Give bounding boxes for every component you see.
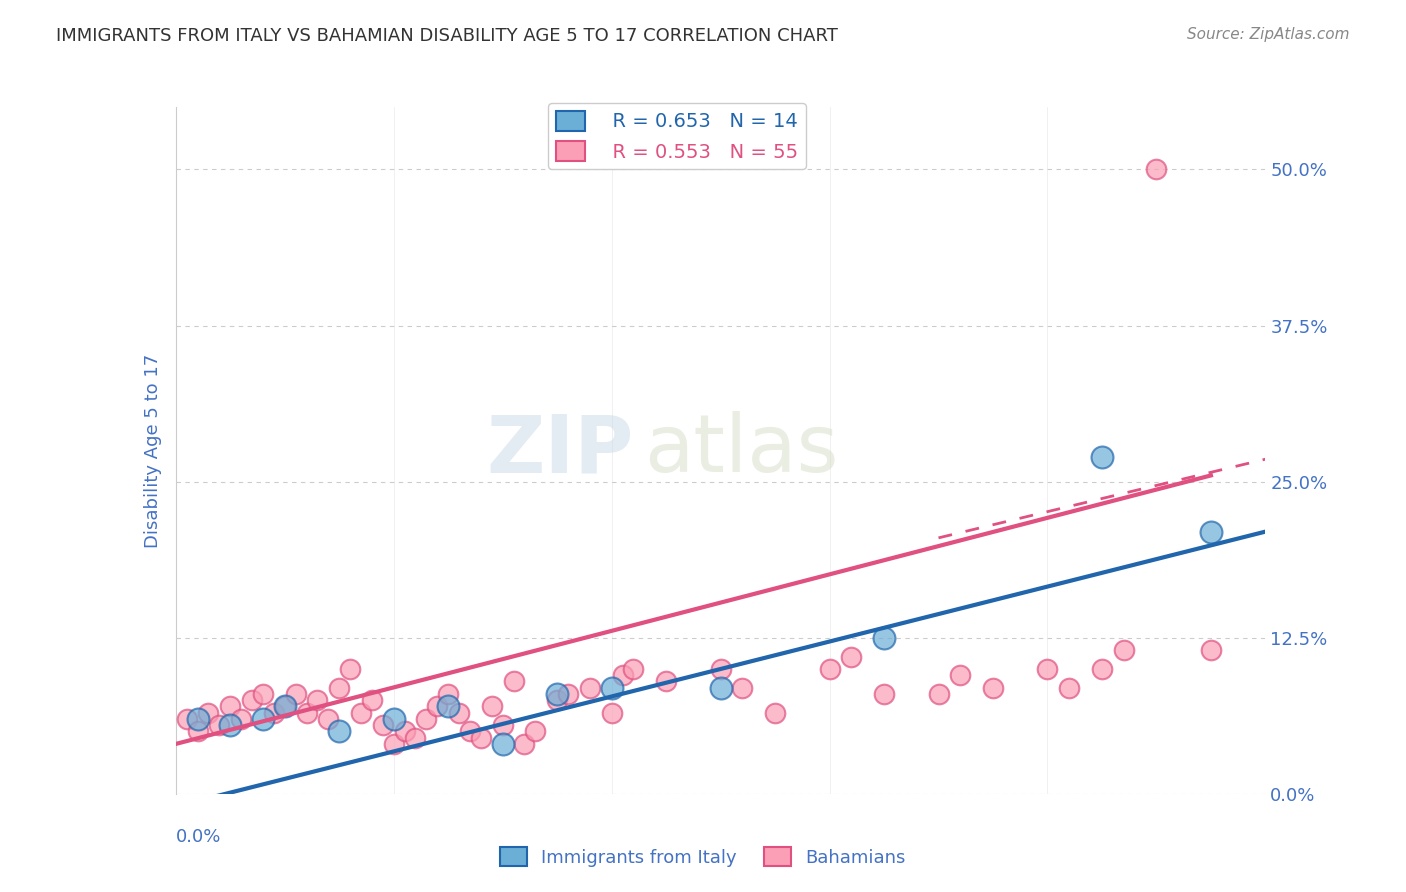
Point: [371, 718, 394, 732]
Point: [600, 681, 623, 695]
Point: [394, 724, 416, 739]
Point: [274, 699, 297, 714]
Point: [197, 706, 219, 720]
Point: [1144, 162, 1167, 177]
Point: [284, 687, 307, 701]
Point: [1199, 643, 1222, 657]
Point: [274, 699, 297, 714]
Point: [513, 737, 536, 751]
Point: [1091, 450, 1114, 464]
Text: 0.0%: 0.0%: [176, 828, 221, 847]
Point: [731, 681, 754, 695]
Point: [208, 718, 231, 732]
Point: [492, 737, 515, 751]
Point: [1036, 662, 1059, 676]
Point: [579, 681, 602, 695]
Point: [546, 693, 568, 707]
Point: [252, 687, 274, 701]
Point: [405, 731, 427, 745]
Point: [1112, 643, 1135, 657]
Point: [186, 724, 209, 739]
Point: [328, 724, 350, 739]
Legend: Immigrants from Italy, Bahamians: Immigrants from Italy, Bahamians: [492, 840, 914, 874]
Point: [612, 668, 634, 682]
Point: [339, 662, 361, 676]
Point: [447, 706, 470, 720]
Text: atlas: atlas: [644, 411, 838, 490]
Point: [470, 731, 492, 745]
Point: [382, 737, 405, 751]
Point: [295, 706, 318, 720]
Text: Source: ZipAtlas.com: Source: ZipAtlas.com: [1187, 27, 1350, 42]
Point: [1091, 662, 1114, 676]
Point: [186, 712, 209, 726]
Point: [492, 718, 515, 732]
Point: [437, 687, 460, 701]
Point: [818, 662, 841, 676]
Point: [318, 712, 340, 726]
Point: [328, 681, 350, 695]
Point: [621, 662, 644, 676]
Point: [873, 687, 896, 701]
Point: [981, 681, 1004, 695]
Point: [557, 687, 579, 701]
Legend:   R = 0.653   N = 14,   R = 0.553   N = 55: R = 0.653 N = 14, R = 0.553 N = 55: [548, 103, 806, 169]
Point: [949, 668, 972, 682]
Point: [1057, 681, 1080, 695]
Point: [655, 674, 678, 689]
Point: [415, 712, 437, 726]
Point: [710, 681, 733, 695]
Point: [231, 712, 253, 726]
Point: [382, 712, 405, 726]
Point: [710, 662, 733, 676]
Point: [219, 718, 242, 732]
Y-axis label: Disability Age 5 to 17: Disability Age 5 to 17: [143, 353, 162, 548]
Point: [873, 631, 896, 645]
Point: [219, 699, 242, 714]
Point: [458, 724, 481, 739]
Point: [437, 699, 460, 714]
Point: [252, 712, 274, 726]
Point: [928, 687, 950, 701]
Point: [240, 693, 263, 707]
Point: [263, 706, 285, 720]
Point: [176, 712, 198, 726]
Point: [841, 649, 863, 664]
Point: [350, 706, 373, 720]
Point: [600, 706, 623, 720]
Point: [524, 724, 547, 739]
Point: [1199, 524, 1222, 539]
Point: [481, 699, 503, 714]
Text: ZIP: ZIP: [486, 411, 633, 490]
Point: [546, 687, 568, 701]
Point: [763, 706, 786, 720]
Point: [426, 699, 449, 714]
Point: [360, 693, 382, 707]
Point: [502, 674, 524, 689]
Point: [307, 693, 329, 707]
Text: IMMIGRANTS FROM ITALY VS BAHAMIAN DISABILITY AGE 5 TO 17 CORRELATION CHART: IMMIGRANTS FROM ITALY VS BAHAMIAN DISABI…: [56, 27, 838, 45]
